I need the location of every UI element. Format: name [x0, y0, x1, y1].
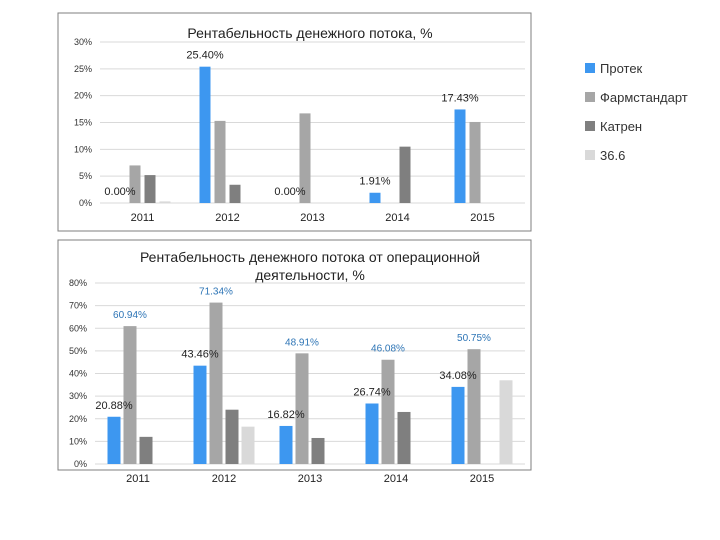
chart-2-y-tick: 40%: [69, 369, 87, 379]
chart-2-data-label: 26.74%: [353, 387, 391, 399]
chart-2-bar-протек-2014: [365, 403, 379, 464]
chart-1-legend: Протек Фармстандарт Катрен 36.6: [585, 61, 688, 163]
chart-2-bar-протек-2012: [193, 365, 207, 464]
chart-2-data-label: 43.46%: [181, 349, 219, 361]
chart-1-data-label: 0.00%: [274, 186, 305, 198]
chart-2-y-tick: 50%: [69, 346, 87, 356]
legend-label: Фармстандарт: [600, 90, 688, 105]
chart-2-y-tick: 30%: [69, 391, 87, 401]
chart-1-x-tick: 2011: [131, 212, 155, 224]
chart-1-y-tick: 15%: [74, 118, 92, 128]
chart-2-data-label: 34.08%: [439, 370, 477, 382]
chart-2-data-label: 50.75%: [457, 333, 491, 344]
chart-2-y-tick: 80%: [69, 278, 87, 288]
chart-1-data-label: 17.43%: [441, 92, 479, 104]
chart-2-bar-катрен-2011: [139, 436, 153, 464]
chart-1-y-tick: 0%: [79, 198, 92, 208]
chart-2-title-line-2: деятельности, %: [255, 267, 365, 283]
legend-label: Протек: [600, 61, 643, 76]
chart-1-x-tick: 2012: [215, 212, 239, 224]
chart-2-x-tick: 2011: [126, 473, 150, 485]
chart-1-bar-36.6-2011: [159, 201, 171, 203]
chart-2-bar-фармстандарт-2012: [209, 302, 223, 464]
chart-2-data-label: 20.88%: [95, 400, 133, 412]
chart-1-data-label: 0.00%: [104, 186, 135, 198]
chart-1-y-tick: 25%: [74, 64, 92, 74]
chart-1-bar-фармстандарт-2011: [129, 165, 141, 203]
chart-1-bar-катрен-2012: [229, 184, 241, 203]
chart-1-x-tick: 2015: [470, 212, 494, 224]
legend-swatch: [585, 63, 595, 73]
chart-1-y-tick: 30%: [74, 37, 92, 47]
chart-1-data-label: 1.91%: [359, 176, 390, 188]
chart-1-bar-протек-2012: [199, 66, 211, 203]
chart-1: Рентабельность денежного потока, % 0% 5% 1…: [74, 25, 525, 224]
chart-2-bar-фармстандарт-2011: [123, 326, 137, 464]
legend-label: Катрен: [600, 119, 642, 134]
chart-1-data-label: 25.40%: [186, 50, 224, 62]
chart-2-x-tick: 2014: [384, 473, 408, 485]
chart-2-x-tick: 2013: [298, 473, 322, 485]
chart-2-bar-катрен-2012: [225, 409, 239, 464]
chart-2-bar-фармстандарт-2014: [381, 359, 395, 464]
chart-1-bar-протек-2014: [369, 192, 381, 203]
chart-2-bar-36.6-2012: [241, 426, 255, 464]
chart-2-data-label: 71.34%: [199, 287, 233, 298]
legend-swatch: [585, 121, 595, 131]
chart-2: Рентабельность денежного потока от опера…: [69, 249, 525, 485]
chart-2-bar-протек-2011: [107, 416, 121, 464]
chart-1-x-tick: 2013: [300, 212, 324, 224]
chart-2-bar-36.6-2015: [499, 380, 513, 464]
chart-2-x-tick: 2012: [212, 473, 236, 485]
chart-1-y-tick: 20%: [74, 91, 92, 101]
chart-2-y-tick: 0%: [74, 459, 87, 469]
legend-swatch: [585, 92, 595, 102]
chart-2-y-tick: 10%: [69, 436, 87, 446]
chart-2-y-tick: 60%: [69, 323, 87, 333]
chart-1-y-tick: 5%: [79, 171, 92, 181]
chart-1-bar-фармстандарт-2012: [214, 120, 226, 203]
chart-2-bar-фармстандарт-2013: [295, 353, 309, 464]
chart-2-bar-протек-2013: [279, 425, 293, 464]
chart-2-bar-катрен-2014: [397, 411, 411, 464]
chart-2-y-tick: 70%: [69, 301, 87, 311]
chart-1-y-tick: 10%: [74, 144, 92, 154]
chart-2-data-label: 60.94%: [113, 310, 147, 321]
chart-1-x-tick: 2014: [385, 212, 409, 224]
chart-2-bar-фармстандарт-2015: [467, 349, 481, 464]
chart-2-data-label: 48.91%: [285, 337, 319, 348]
chart-2-title-line-1: Рентабельность денежного потока от опера…: [140, 249, 480, 265]
chart-2-data-label: 46.08%: [371, 344, 405, 355]
chart-1-bar-катрен-2014: [399, 146, 411, 203]
legend-label: 36.6: [600, 148, 625, 163]
chart-2-data-label: 16.82%: [267, 409, 305, 421]
chart-2-bar-протек-2015: [451, 386, 465, 464]
chart-1-bar-протек-2015: [454, 109, 466, 203]
chart-2-x-tick: 2015: [470, 473, 494, 485]
chart-1-bar-фармстандарт-2015: [469, 121, 481, 203]
chart-2-y-tick: 20%: [69, 414, 87, 424]
chart-1-title: Рентабельность денежного потока, %: [187, 25, 432, 41]
legend-swatch: [585, 150, 595, 160]
chart-2-bar-катрен-2013: [311, 437, 325, 464]
chart-1-bar-катрен-2011: [144, 175, 156, 203]
chart-1-bar-фармстандарт-2013: [299, 113, 311, 203]
